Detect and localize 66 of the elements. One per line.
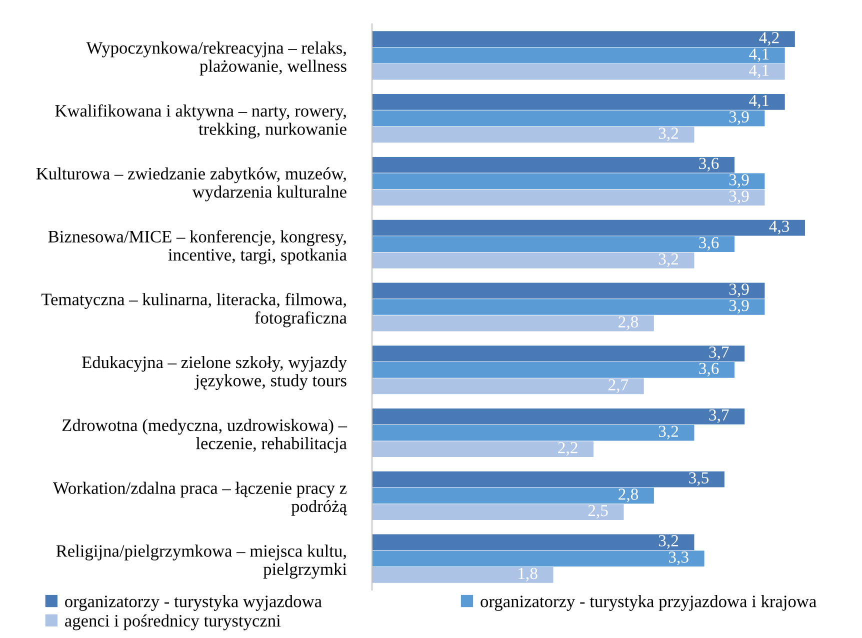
data-label: 3,2 — [658, 535, 678, 549]
bar — [372, 346, 745, 362]
data-label: 1,8 — [518, 568, 538, 582]
bar — [372, 299, 765, 315]
data-label: 3,9 — [729, 284, 749, 298]
bar — [372, 550, 704, 566]
bar — [372, 110, 765, 126]
bar — [372, 126, 694, 143]
data-label: 3,9 — [729, 174, 749, 188]
y-tick-label: Kwalifikowana i aktywna – narty, rowery, trekking, nurkowanie — [55, 104, 346, 138]
bar — [372, 504, 624, 520]
y-tick-label: Edukacyjna – zielone szkoły, wyjazdy językowe, study tours — [82, 356, 347, 390]
data-label: 2,5 — [588, 504, 608, 519]
data-label: 3,9 — [729, 300, 749, 314]
data-label: 3,6 — [699, 237, 719, 251]
bar — [372, 488, 654, 504]
y-tick-label: Workation/zdalna praca – łączenie pracy z podróżą — [52, 482, 348, 516]
bar — [372, 534, 694, 550]
data-label: 2,7 — [608, 379, 628, 393]
data-label: 3,2 — [658, 426, 678, 440]
y-tick-label: Wypoczynkowa/rekreacyjna – relaks, plażowanie, wellness — [86, 42, 346, 76]
data-label: 3,3 — [668, 552, 688, 566]
bar — [372, 190, 765, 206]
data-label: 4,2 — [759, 32, 779, 46]
y-tick-label: Biznesowa/MICE – konferencje, kongresy, incentive, targi, spotkania — [48, 230, 347, 264]
data-label: 3,6 — [699, 362, 719, 376]
data-label: 3,7 — [709, 409, 729, 423]
data-label: 4,1 — [749, 48, 769, 62]
y-tick-label: Religijna/pielgrzymkowa – miejsca kultu, pielgrzymki — [56, 544, 347, 579]
data-label: 3,2 — [658, 128, 678, 142]
bar — [372, 64, 785, 80]
data-label: 3,7 — [709, 346, 729, 360]
data-label: 3,5 — [689, 472, 709, 486]
data-label: 2,8 — [618, 316, 638, 330]
bar — [372, 252, 694, 268]
bar — [372, 424, 694, 441]
data-label: 4,1 — [749, 94, 769, 109]
y-tick-label: Tematyczna – kulinarna, literacka, filmowa, fotograficzna — [41, 292, 347, 328]
bar — [372, 378, 644, 394]
bar — [372, 282, 765, 299]
y-tick-label: Zdrowotna (medyczna, uzdrowiskowa) – leczenie, rehabilitacja — [62, 418, 348, 453]
bar — [372, 220, 805, 236]
data-label: 2,8 — [618, 488, 638, 502]
bar — [372, 441, 594, 458]
bar — [372, 315, 654, 332]
legend-label: organizatorzy - turystyka wyjazdowa — [65, 595, 322, 611]
bar — [372, 408, 745, 424]
data-label: 4,1 — [749, 64, 769, 78]
bar — [372, 471, 724, 488]
data-label: 3,9 — [729, 190, 749, 204]
data-label: 3,2 — [658, 253, 678, 268]
legend-label: agenci i pośrednicy turystyczni — [65, 614, 281, 630]
y-tick-label: Kulturowa – zwiedzanie zabytków, muzeów, wydarzenia kulturalne — [36, 167, 346, 202]
bar — [372, 31, 795, 48]
data-label: 2,2 — [558, 442, 578, 456]
bar — [372, 236, 735, 252]
bar — [372, 173, 765, 190]
data-label: 3,6 — [699, 158, 719, 172]
legend-label: organizatorzy - turystyka przyjazdowa i krajowa — [480, 595, 816, 611]
bar — [372, 94, 785, 110]
bar — [372, 566, 554, 583]
bar — [372, 362, 735, 378]
data-label: 3,9 — [729, 111, 749, 125]
bar — [372, 156, 735, 173]
data-label: 4,3 — [769, 220, 790, 234]
bar — [372, 48, 785, 64]
